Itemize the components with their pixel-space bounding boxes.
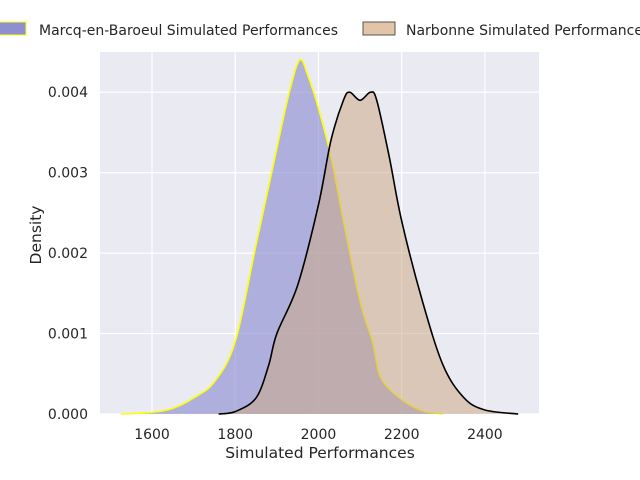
y-tick-label: 0.004 bbox=[48, 85, 88, 101]
density-area-1 bbox=[218, 91, 519, 414]
y-tick-label: 0.000 bbox=[48, 407, 88, 423]
x-tick-label: 2200 bbox=[384, 427, 420, 443]
x-axis-label: Simulated Performances bbox=[225, 444, 415, 462]
y-axis-label: Density bbox=[27, 206, 45, 265]
legend-swatch-marcq bbox=[0, 21, 27, 36]
legend-label-narbonne: Narbonne Simulated Performances bbox=[406, 23, 640, 39]
legend: Marcq-en-Baroeul Simulated Performances … bbox=[0, 21, 640, 39]
x-axis-ticks: 1600 1800 2000 2200 2400 bbox=[134, 427, 503, 443]
legend-label-marcq: Marcq-en-Baroeul Simulated Performances bbox=[39, 23, 338, 39]
x-tick-label: 1800 bbox=[217, 427, 253, 443]
y-tick-label: 0.001 bbox=[48, 327, 88, 343]
density-areas bbox=[120, 58, 519, 415]
x-tick-label: 1600 bbox=[134, 427, 170, 443]
x-tick-label: 2400 bbox=[467, 427, 503, 443]
y-tick-label: 0.002 bbox=[48, 246, 88, 262]
legend-swatch-narbonne bbox=[362, 21, 396, 36]
x-tick-label: 2000 bbox=[301, 427, 337, 443]
y-axis-ticks: 0.000 0.001 0.002 0.003 0.004 bbox=[48, 85, 88, 423]
density-line-1 bbox=[218, 91, 519, 415]
y-tick-label: 0.003 bbox=[48, 166, 88, 182]
